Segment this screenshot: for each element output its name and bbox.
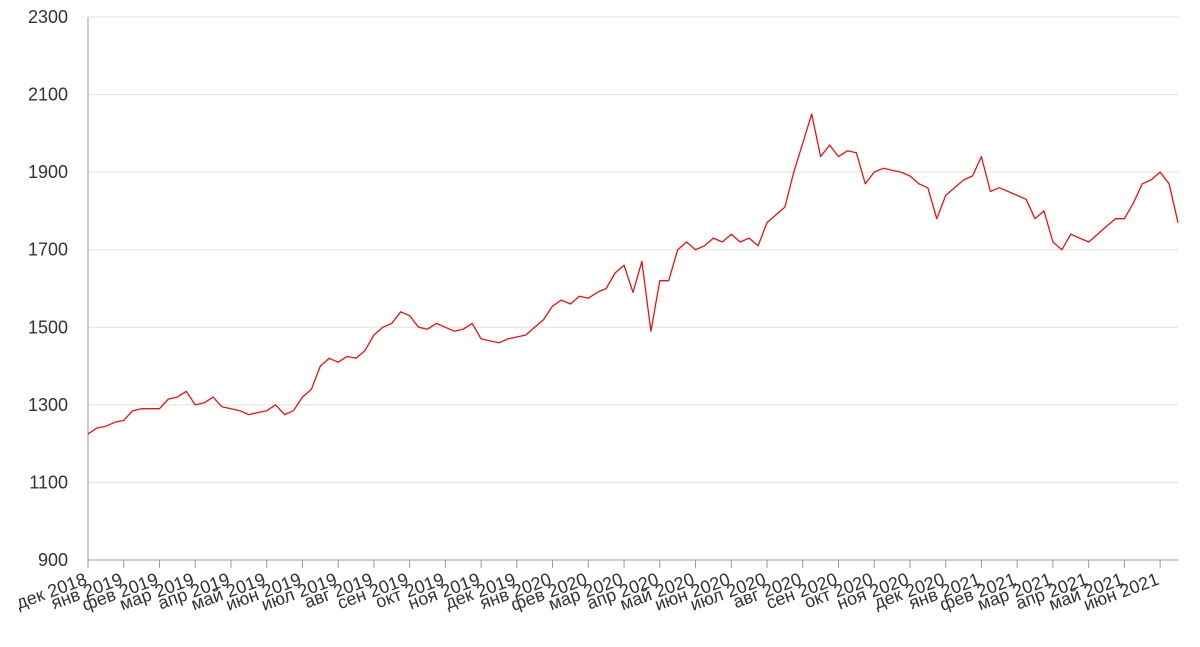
y-tick-label: 2100 xyxy=(28,85,68,105)
y-tick-label: 1900 xyxy=(28,162,68,182)
price-line xyxy=(87,113,1179,435)
y-tick-label: 1700 xyxy=(28,240,68,260)
y-tick-label: 1300 xyxy=(28,395,68,415)
y-tick-label: 900 xyxy=(38,550,68,570)
y-tick-label: 1100 xyxy=(29,472,68,492)
y-tick-label: 2300 xyxy=(28,7,68,27)
y-tick-label: 1500 xyxy=(28,317,68,337)
